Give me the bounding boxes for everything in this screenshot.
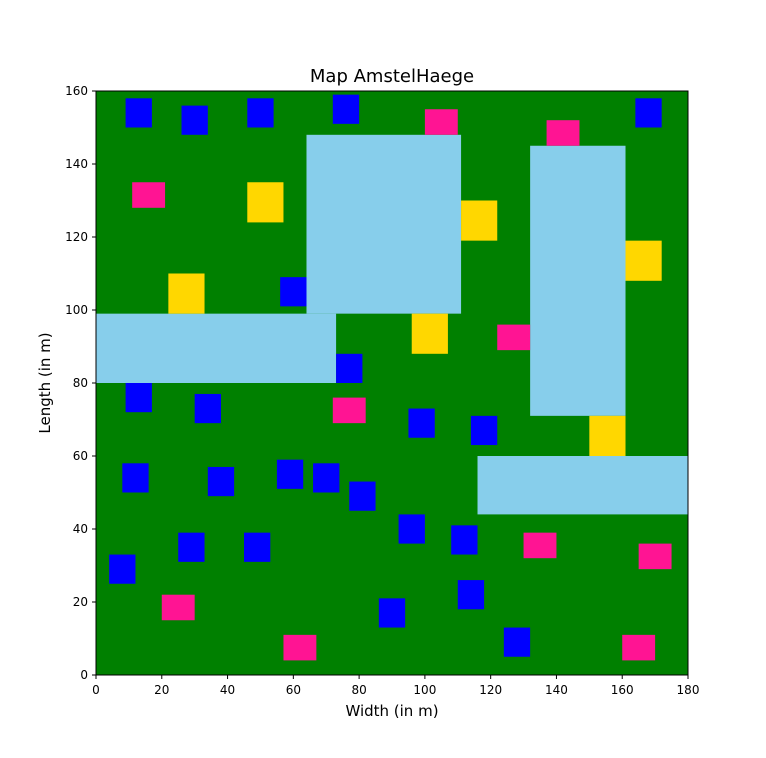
y-tick-label: 160 [65, 84, 88, 98]
house-single [451, 525, 478, 555]
x-tick-label: 180 [677, 683, 700, 697]
x-tick-label: 120 [479, 683, 502, 697]
y-tick-label: 140 [65, 157, 88, 171]
water-area [477, 456, 688, 515]
house-bungalow [132, 182, 166, 208]
house-single [313, 463, 340, 493]
y-tick-label: 20 [73, 595, 88, 609]
x-axis: 0 20 40 60 80 100 120 140 160 180 [92, 675, 699, 697]
house-bungalow [424, 109, 458, 135]
plot-area [95, 90, 689, 676]
x-tick-label: 60 [286, 683, 301, 697]
house-single [457, 580, 485, 610]
house-single [125, 383, 152, 413]
x-axis-label: Width (in m) [345, 702, 438, 720]
house-bungalow [523, 532, 557, 559]
x-tick-label: 20 [154, 683, 169, 697]
house-single [280, 277, 307, 307]
house-single [408, 408, 435, 438]
y-tick-label: 120 [65, 230, 88, 244]
house-single [635, 98, 662, 128]
house-single [109, 554, 136, 584]
x-tick-label: 160 [611, 683, 634, 697]
house-bungalow [638, 543, 672, 570]
house-maison [168, 273, 205, 314]
water-area [306, 134, 462, 314]
house-bungalow [283, 634, 317, 661]
house-single [276, 459, 304, 489]
house-single [244, 532, 271, 562]
x-tick-label: 100 [413, 683, 436, 697]
house-bungalow [332, 397, 366, 424]
house-single [247, 98, 274, 128]
house-single [503, 627, 531, 657]
house-maison [461, 200, 498, 241]
y-tick-label: 0 [80, 668, 88, 682]
house-single [207, 466, 235, 497]
house-single [470, 415, 498, 446]
chart-title: Map AmstelHaege [310, 66, 474, 87]
water-area [96, 313, 337, 383]
house-maison [411, 313, 448, 354]
house-single [332, 94, 360, 124]
house-maison [625, 240, 662, 281]
house-bungalow [161, 594, 195, 621]
house-maison [589, 415, 626, 456]
house-single [378, 598, 406, 628]
house-single [181, 105, 208, 135]
y-tick-label: 40 [73, 522, 88, 536]
house-single [125, 98, 152, 128]
x-tick-label: 140 [545, 683, 568, 697]
y-tick-label: 100 [65, 303, 88, 317]
house-single [194, 393, 221, 424]
water-area [530, 145, 626, 416]
y-axis: 0 20 40 60 80 100 120 140 160 [65, 84, 96, 682]
house-single [122, 463, 149, 493]
house-single [336, 353, 363, 383]
x-tick-label: 0 [92, 683, 100, 697]
house-bungalow [546, 120, 580, 146]
house-bungalow [622, 634, 656, 661]
house-single [349, 481, 376, 511]
y-tick-label: 80 [73, 376, 88, 390]
y-tick-label: 60 [73, 449, 88, 463]
x-tick-label: 40 [220, 683, 235, 697]
house-maison [247, 182, 284, 223]
y-axis-label: Length (in m) [36, 332, 54, 433]
house-layer [109, 94, 672, 661]
house-bungalow [497, 324, 531, 351]
house-single [398, 514, 425, 544]
water-layer [96, 134, 688, 515]
x-tick-label: 80 [351, 683, 366, 697]
house-single [178, 532, 205, 562]
